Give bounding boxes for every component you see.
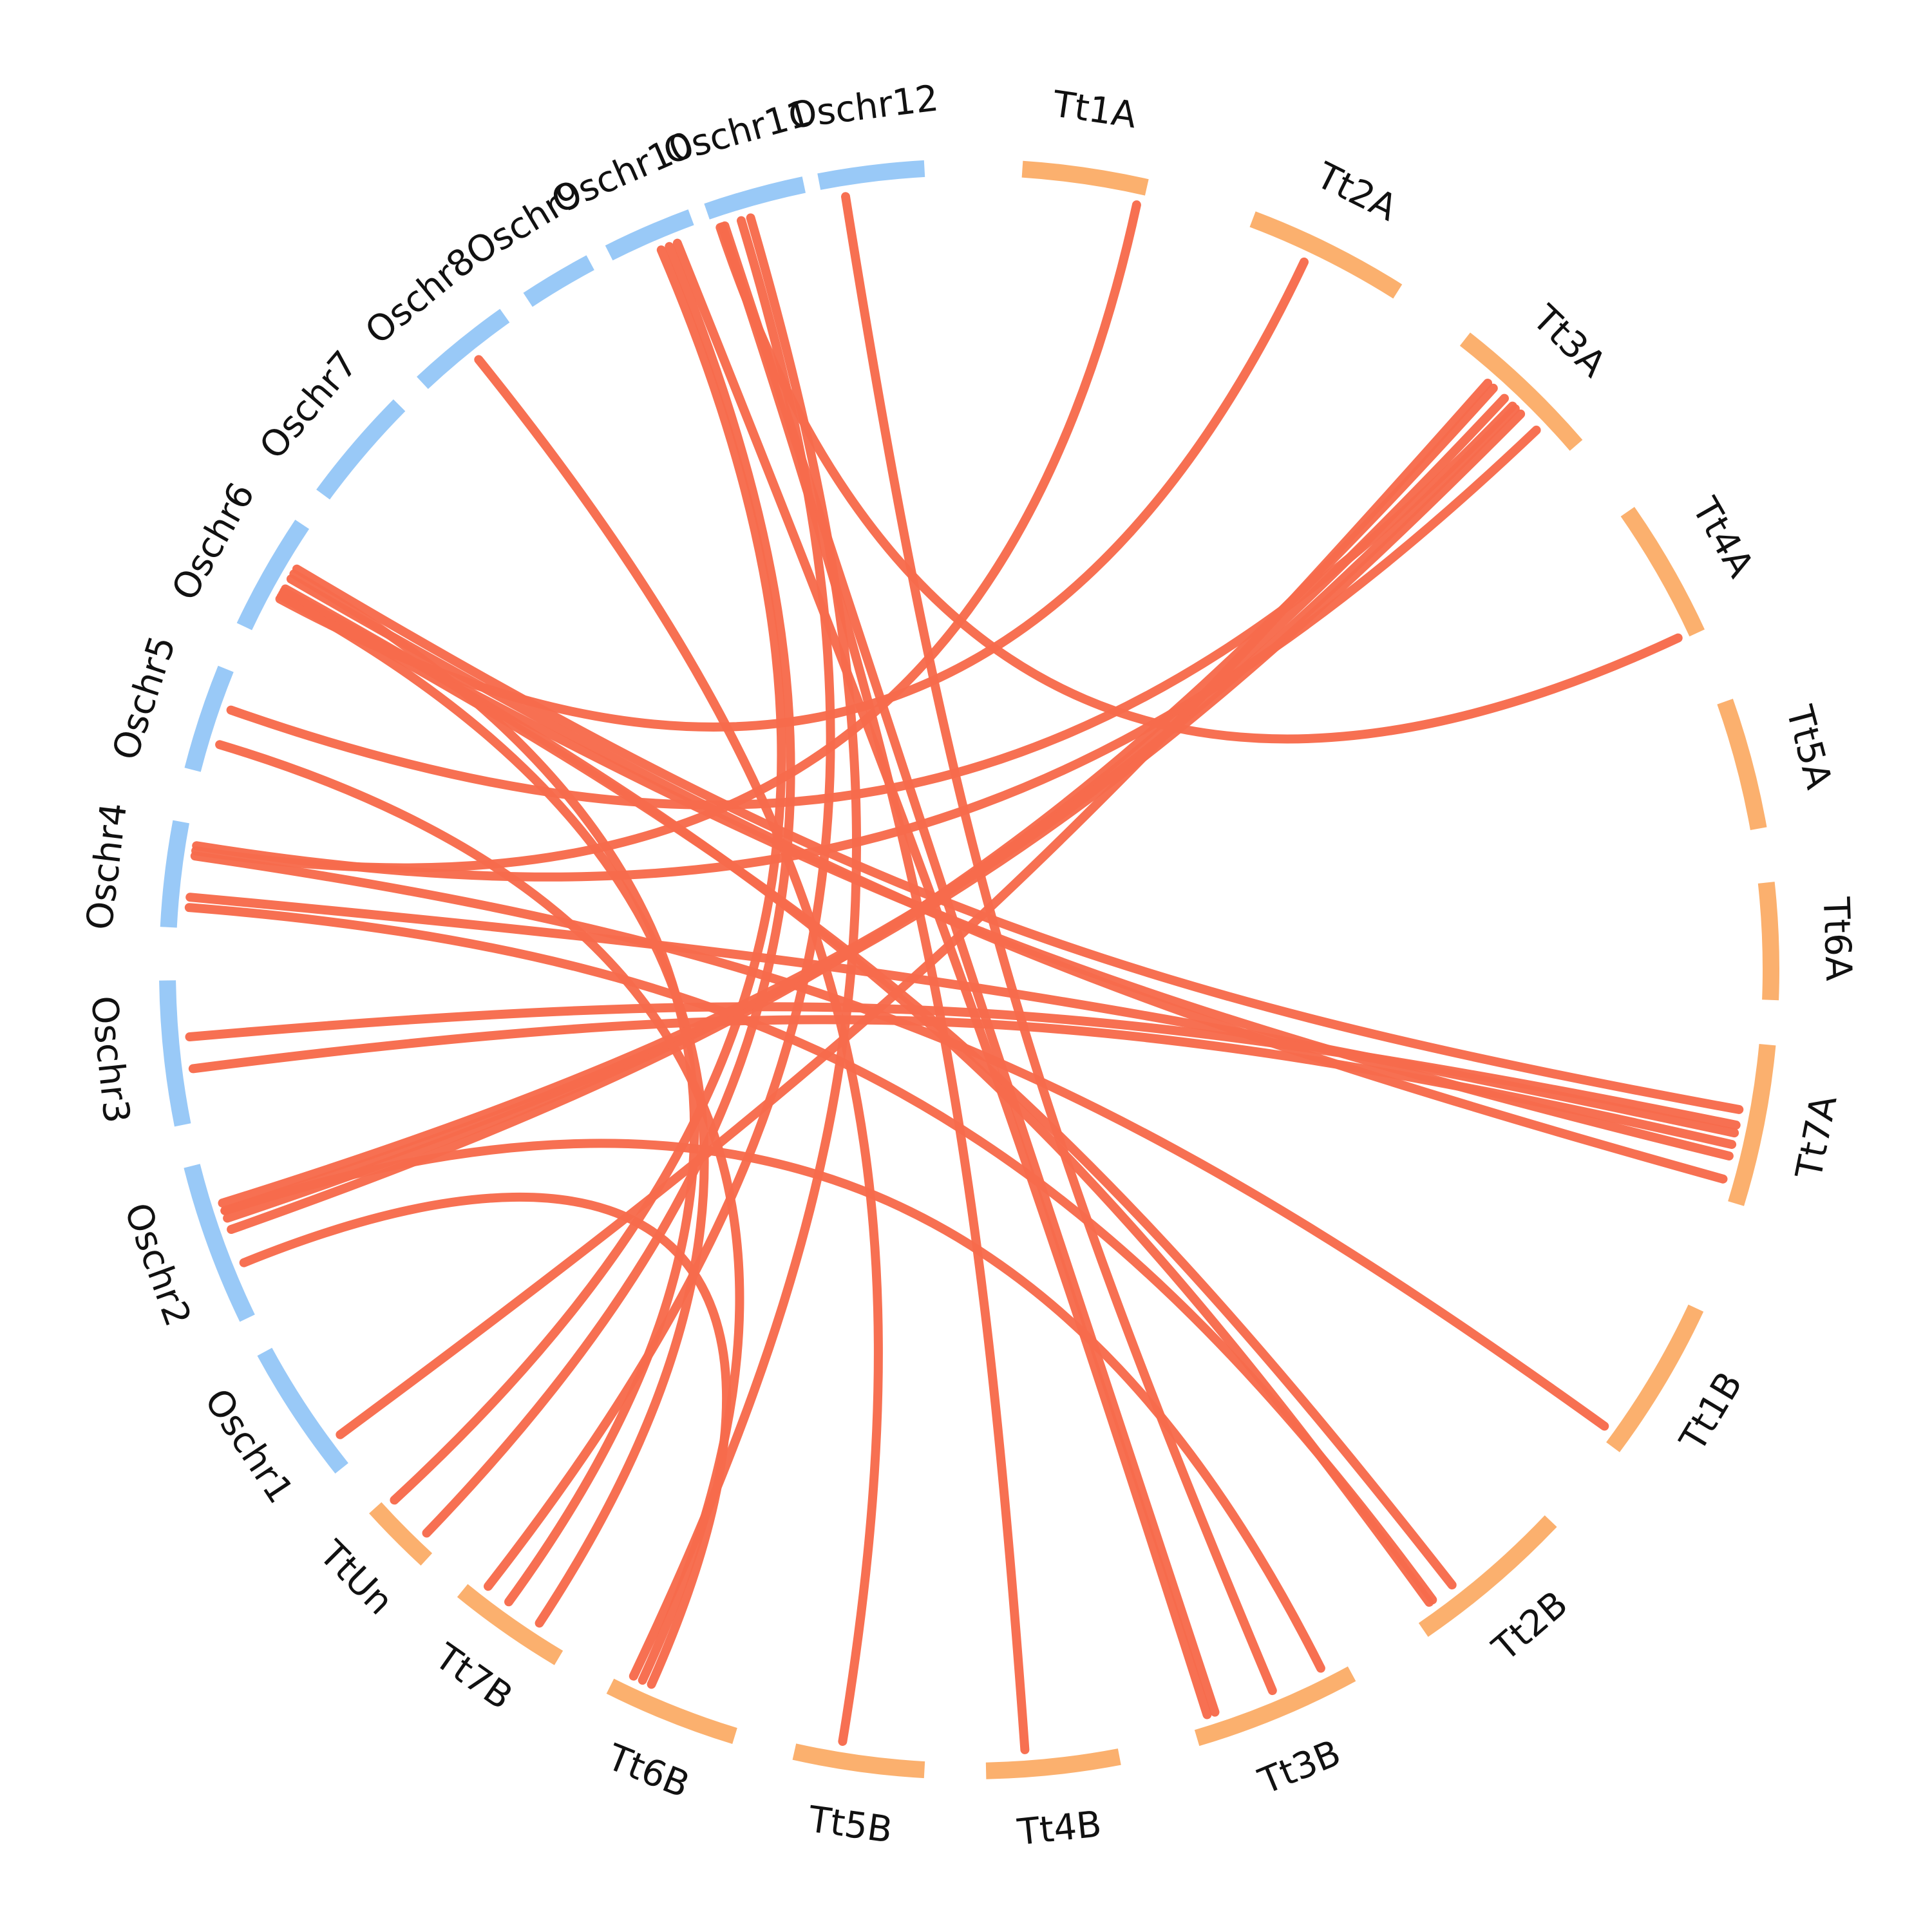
label-Tt3A: Tt3A [1524,297,1614,386]
link-Oschr5-Tt6B [215,740,744,1685]
ideogram-Oschr5 [184,665,234,772]
ideogram-Tt1B [1606,1304,1704,1453]
link-Oschr4-Tt3A [192,425,1541,882]
ideogram-Oschr4 [160,820,189,928]
label-Tt4A: Tt4A [1683,490,1762,584]
label-Tt5A: Tt5A [1777,701,1839,793]
ideogram-Tt4B [985,1748,1121,1779]
label-Tt6A: Tt6A [1815,896,1860,981]
label-Tt4B: Tt4B [1015,1803,1103,1853]
ideogram-Tt1A [1021,160,1149,196]
label-Tt2B: Tt2B [1484,1583,1576,1670]
chromosome-ideograms [159,160,1780,1779]
ideogram-Oschr6 [236,519,310,630]
link-Oschr6-Tt7A [286,574,1728,1184]
label-Tt7A: Tt7A [1788,1092,1845,1182]
ideogram-Oschr7 [316,399,406,500]
label-Oschr5: Oschr5 [104,631,184,766]
label-Tt1A: Tt1A [1050,83,1139,137]
ideogram-Tt2B [1418,1515,1557,1637]
ideogram-Tt5B [792,1743,925,1779]
ideogram-Tt3B [1194,1666,1356,1747]
ideogram-Tt7B [457,1584,564,1665]
link-Oschr10-Tt3B [672,238,1212,1719]
label-Oschr4: Oschr4 [79,800,135,932]
ideogram-Tt6A [1757,882,1780,1001]
ideogram-Oschr1 [257,1347,348,1474]
label-Oschr12: Oschr12 [786,77,941,137]
link-Oschr2-Tt3B [220,1139,1325,1673]
ideogram-Oschr10 [605,209,694,261]
ideogram-Tt4A [1620,507,1705,637]
ideogram-Tt6B [606,1678,737,1745]
link-Oschr6-Tt7A [292,564,1744,1114]
ideogram-TtUn [369,1502,433,1566]
link-Oschr1-Tt3A [336,379,1493,1439]
link-Oschr12-Tt3B [841,192,1277,1696]
label-Tt5B: Tt5B [806,1799,895,1852]
link-Oschr11-Tt7B [484,216,835,1591]
label-Tt6B: Tt6B [601,1736,695,1806]
synteny-links [184,192,1744,1754]
link-Oschr4-Tt2B [184,903,1437,1605]
ideogram-Oschr3 [159,980,191,1127]
label-Tt1B: Tt1B [1672,1365,1751,1459]
ideogram-Oschr2 [184,1164,255,1322]
label-Oschr6: Oschr6 [164,476,263,608]
link-Oschr11-Tt6B [629,213,861,1681]
ideogram-Tt5A [1717,699,1767,830]
ideogram-Oschr12 [817,160,925,190]
link-Oschr10-TtUn [422,242,795,1538]
link-Oschr4-Tt1A [191,200,1141,873]
label-Tt7B: Tt7B [427,1636,520,1719]
link-Oschr10-TtUn [390,245,786,1505]
ideogram-Tt7A [1728,1043,1776,1206]
ideogram-Tt2A [1249,211,1403,299]
link-Oschr4-Tt1B [190,851,1609,1431]
ideogram-Tt3A [1459,332,1583,451]
label-Oschr3: Oschr3 [82,994,137,1125]
label-Oschr2: Oschr2 [116,1198,199,1332]
link-Oschr3-Tt7A [188,1015,1737,1150]
label-Tt2A: Tt2A [1309,155,1403,230]
link-Oschr3-Tt7A [185,1002,1741,1130]
label-Tt3B: Tt3B [1253,1732,1347,1803]
label-TtUn: TtUn [310,1533,401,1624]
ideogram-Oschr8 [417,308,510,390]
ideogram-Oschr11 [704,176,806,220]
ideogram-Oschr9 [523,255,594,307]
link-Oschr2-Tt3A [218,404,1520,1208]
